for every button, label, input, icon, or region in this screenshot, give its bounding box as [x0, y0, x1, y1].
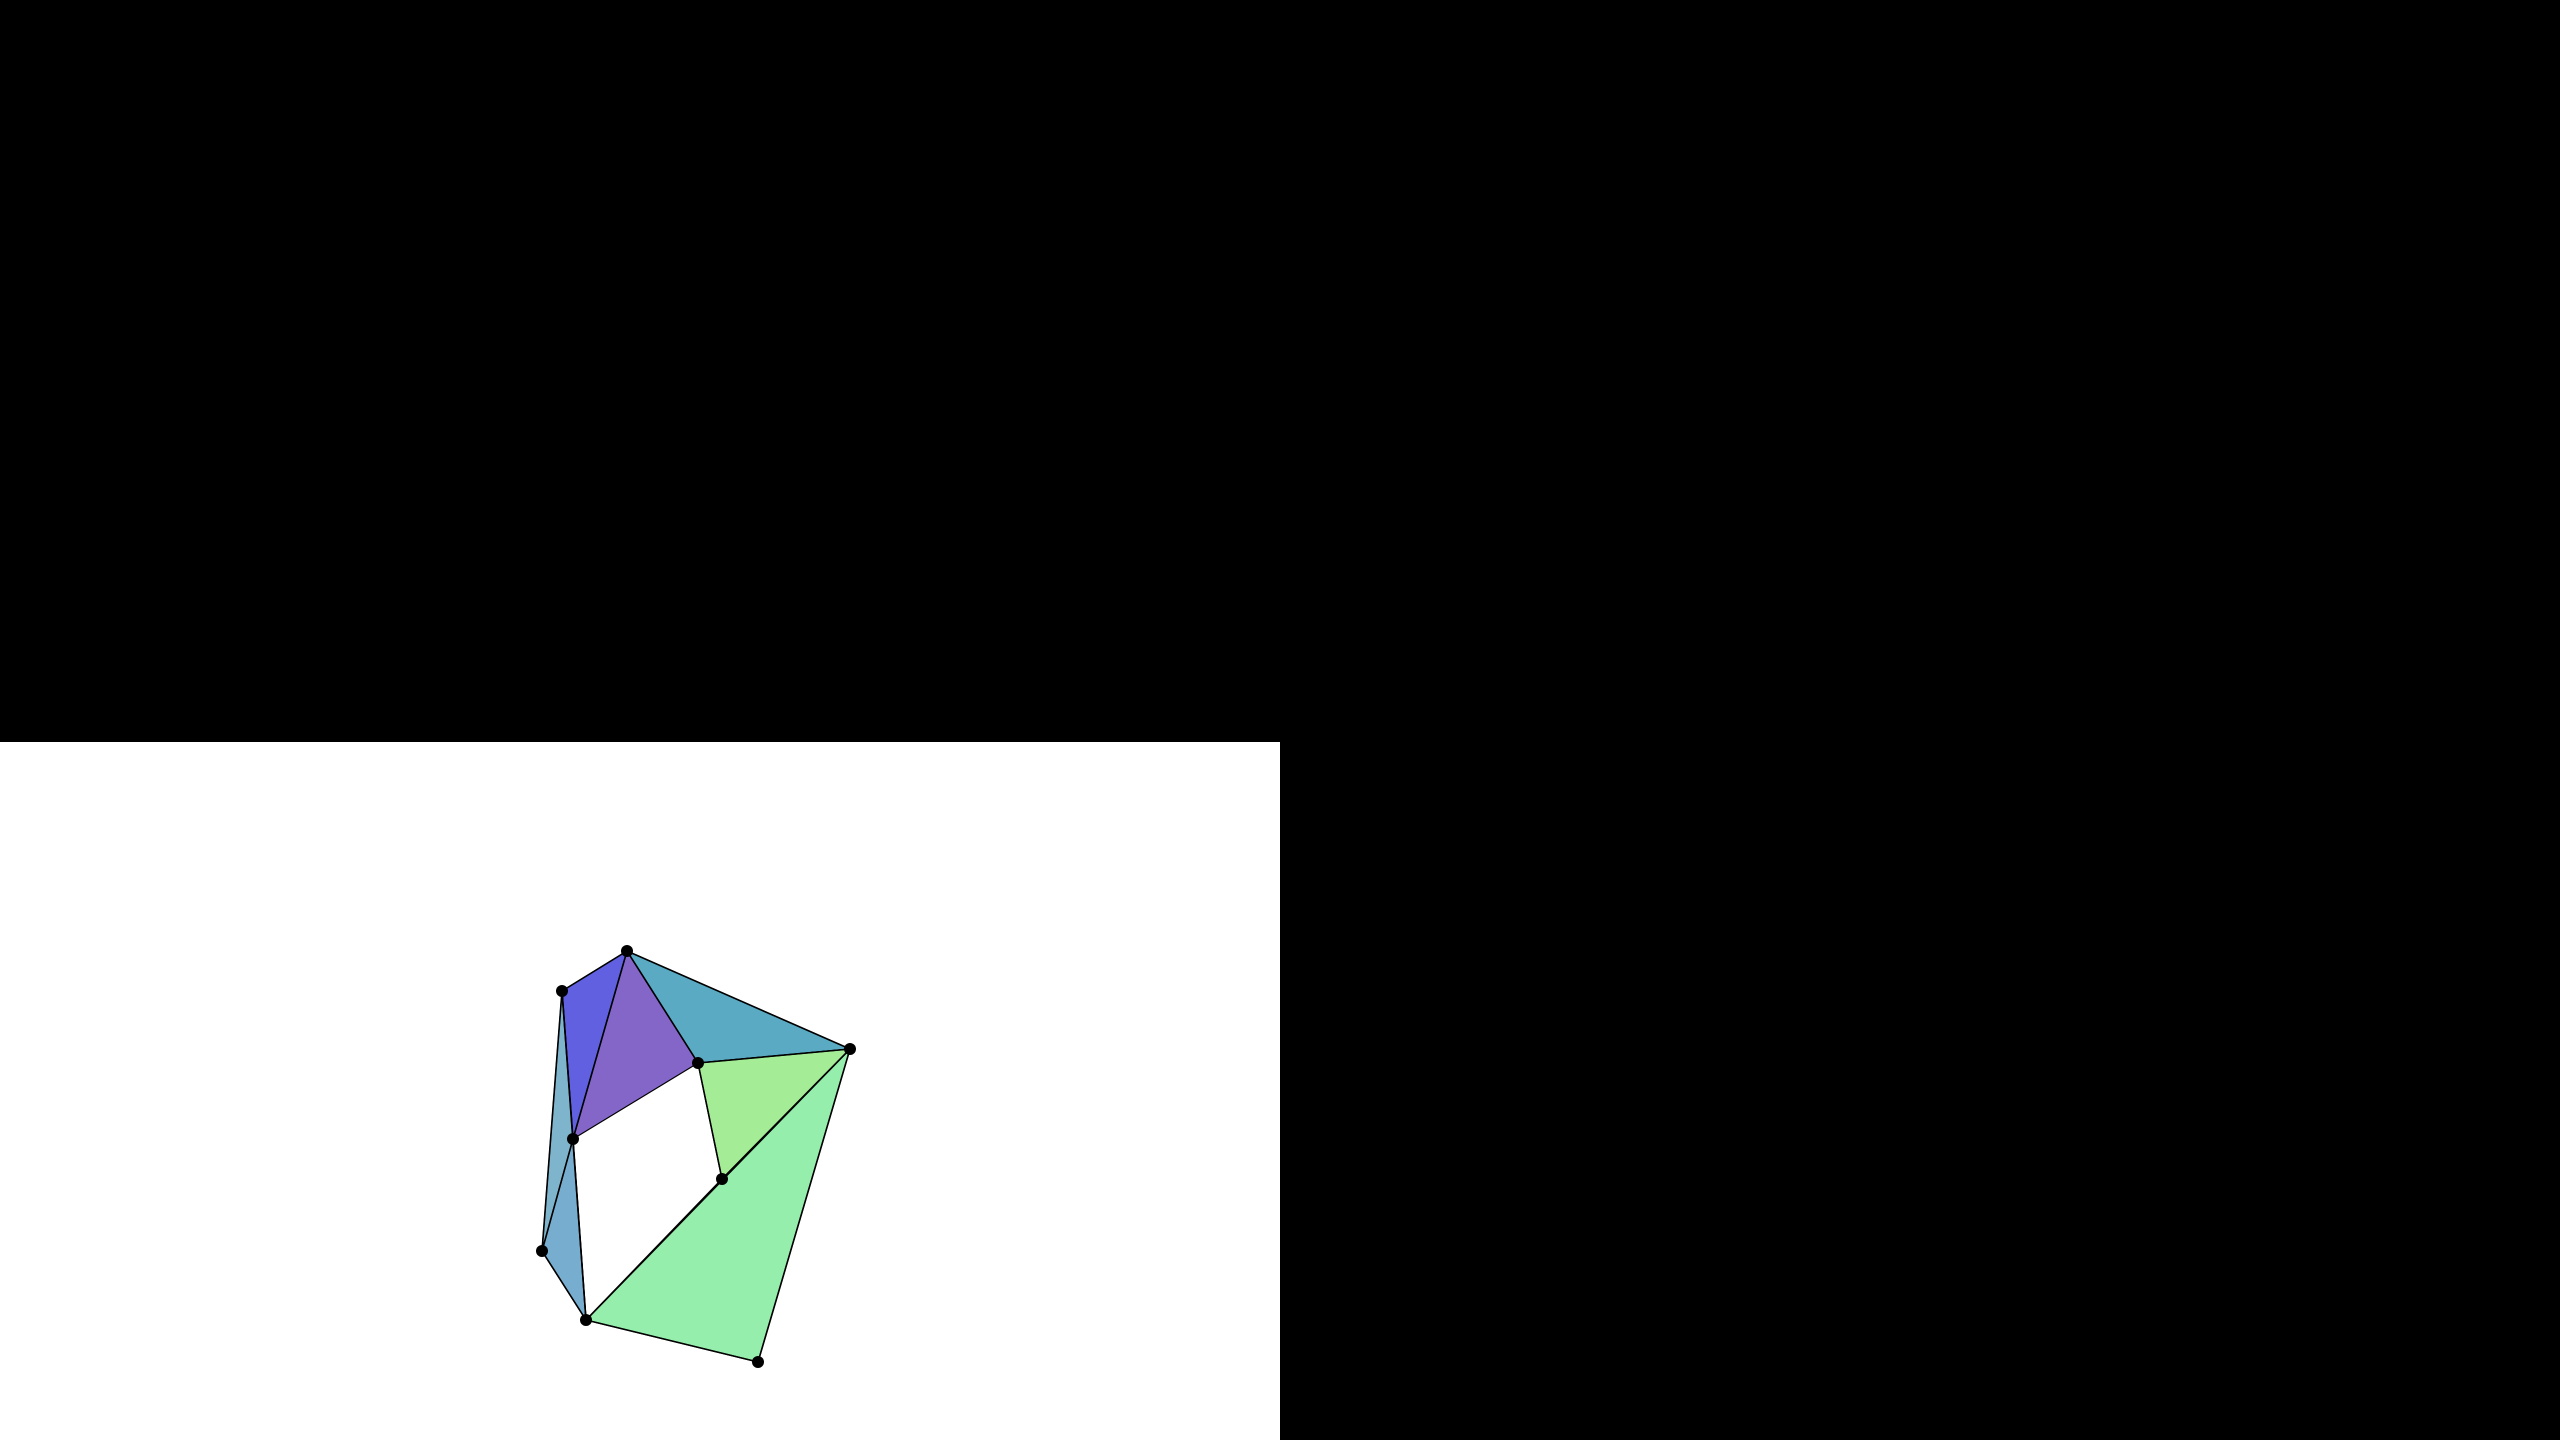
polyhedron-canvas[interactable] [0, 742, 1280, 1440]
vertex-v9[interactable] [752, 1356, 764, 1368]
edge-v3-v4 [697, 1048, 851, 1064]
vertex-v4[interactable] [692, 1057, 704, 1069]
edges-group [541, 950, 851, 1363]
edge-v1-v4 [626, 950, 699, 1064]
edge-v7-v8 [541, 1250, 587, 1321]
vertex-v8[interactable] [580, 1314, 592, 1326]
edge-v1-v2 [561, 950, 628, 992]
vertex-v6[interactable] [716, 1173, 728, 1185]
vertex-v5[interactable] [567, 1133, 579, 1145]
edge-v5-v8 [572, 1138, 587, 1321]
vertex-v1[interactable] [621, 945, 633, 957]
vertex-v7[interactable] [536, 1245, 548, 1257]
faces-group [541, 950, 851, 1363]
edge-v5-v7 [541, 1138, 574, 1252]
edge-v2-v7 [541, 990, 563, 1252]
vertices-group [536, 945, 856, 1368]
vertex-v2[interactable] [556, 985, 568, 997]
edge-v1-v5 [572, 950, 628, 1140]
vertex-v3[interactable] [844, 1043, 856, 1055]
edge-v8-v9 [585, 1319, 759, 1363]
edge-v6-v8 [585, 1178, 723, 1321]
edge-v1-v3 [626, 950, 851, 1050]
edge-v3-v9 [757, 1048, 851, 1363]
3d-viewport[interactable] [0, 742, 1280, 1440]
edge-v4-v6 [697, 1062, 723, 1180]
